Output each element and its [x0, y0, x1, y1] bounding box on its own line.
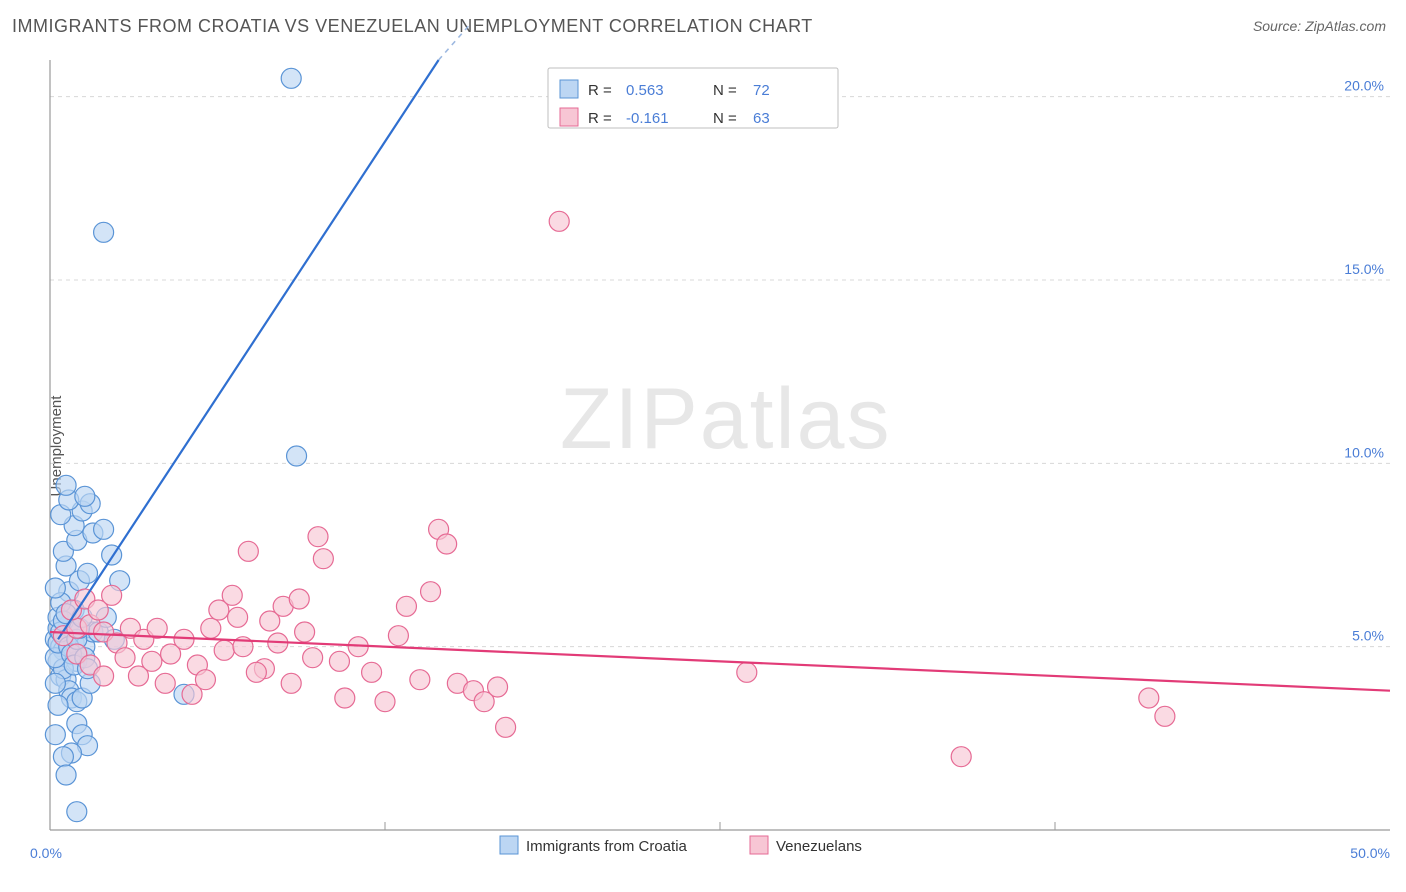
- legend-swatch-venezuela: [560, 108, 578, 126]
- bottom-label-venezuela: Venezuelans: [776, 838, 862, 855]
- point-venezuela: [488, 677, 508, 697]
- legend-N-label: N =: [713, 110, 737, 127]
- point-venezuela: [174, 629, 194, 649]
- point-venezuela: [437, 534, 457, 554]
- point-venezuela: [549, 211, 569, 231]
- point-croatia: [45, 725, 65, 745]
- point-venezuela: [375, 692, 395, 712]
- legend-N-value-croatia: 72: [753, 82, 770, 99]
- legend-N-label: N =: [713, 82, 737, 99]
- point-venezuela: [1155, 706, 1175, 726]
- bottom-legend: Immigrants from Croatia Venezuelans: [500, 836, 862, 855]
- point-croatia: [75, 486, 95, 506]
- legend-swatch-croatia: [560, 80, 578, 98]
- point-venezuela: [246, 662, 266, 682]
- point-venezuela: [313, 549, 333, 569]
- point-venezuela: [951, 747, 971, 767]
- trend-line-ext-croatia: [439, 26, 469, 60]
- point-venezuela: [410, 670, 430, 690]
- point-croatia: [53, 747, 73, 767]
- y-tick-label: 5.0%: [1352, 628, 1384, 644]
- chart-frame: IMMIGRANTS FROM CROATIA VS VENEZUELAN UN…: [0, 0, 1406, 892]
- point-croatia: [94, 222, 114, 242]
- legend-R-value-venezuela: -0.161: [626, 110, 669, 127]
- point-croatia: [45, 578, 65, 598]
- point-croatia: [281, 68, 301, 88]
- point-venezuela: [496, 717, 516, 737]
- point-croatia: [67, 802, 87, 822]
- point-croatia: [48, 695, 68, 715]
- legend-R-label: R =: [588, 82, 612, 99]
- y-tick-label: 10.0%: [1344, 444, 1384, 460]
- point-venezuela: [396, 596, 416, 616]
- point-venezuela: [195, 670, 215, 690]
- legend-N-value-venezuela: 63: [753, 110, 770, 127]
- bottom-swatch-venezuela: [750, 836, 768, 854]
- y-tick-label: 20.0%: [1344, 78, 1384, 94]
- point-venezuela: [222, 585, 242, 605]
- x-tick-label: 50.0%: [1350, 845, 1390, 861]
- point-croatia: [56, 765, 76, 785]
- point-venezuela: [737, 662, 757, 682]
- point-croatia: [78, 563, 98, 583]
- point-venezuela: [228, 607, 248, 627]
- point-venezuela: [329, 651, 349, 671]
- point-venezuela: [142, 651, 162, 671]
- y-tick-label: 15.0%: [1344, 261, 1384, 277]
- point-croatia: [56, 475, 76, 495]
- point-venezuela: [94, 666, 114, 686]
- legend-R-value-croatia: 0.563: [626, 82, 664, 99]
- point-venezuela: [421, 582, 441, 602]
- bottom-swatch-croatia: [500, 836, 518, 854]
- point-croatia: [287, 446, 307, 466]
- point-venezuela: [155, 673, 175, 693]
- bottom-label-croatia: Immigrants from Croatia: [526, 838, 688, 855]
- point-venezuela: [289, 589, 309, 609]
- point-venezuela: [214, 640, 234, 660]
- point-venezuela: [303, 648, 323, 668]
- point-venezuela: [201, 618, 221, 638]
- legend-R-label: R =: [588, 110, 612, 127]
- point-venezuela: [335, 688, 355, 708]
- point-venezuela: [308, 527, 328, 547]
- point-venezuela: [295, 622, 315, 642]
- point-venezuela: [1139, 688, 1159, 708]
- point-venezuela: [388, 626, 408, 646]
- point-venezuela: [362, 662, 382, 682]
- point-croatia: [45, 673, 65, 693]
- x-tick-label: 0.0%: [30, 845, 62, 861]
- point-venezuela: [102, 585, 122, 605]
- trend-line-venezuela: [50, 632, 1390, 691]
- point-venezuela: [115, 648, 135, 668]
- point-croatia: [94, 519, 114, 539]
- point-venezuela: [238, 541, 258, 561]
- point-venezuela: [281, 673, 301, 693]
- chart-svg: 5.0% 10.0% 15.0% 20.0% 0.0% 50.0% R = 0.563 N = 7…: [0, 0, 1406, 892]
